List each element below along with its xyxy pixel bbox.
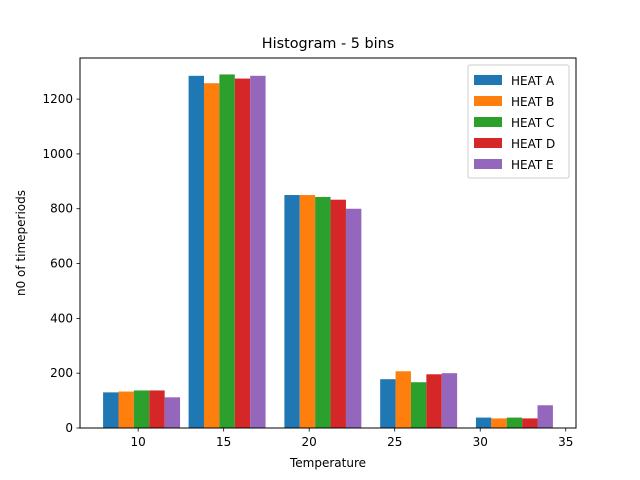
bar-heat-a-bin-3 [284,195,300,428]
bar-heat-b-bin-1 [118,391,134,428]
legend-label: HEAT D [511,137,555,151]
x-tick-label: 30 [473,435,488,449]
x-tick-label: 25 [387,435,402,449]
y-axis-label: n0 of timeperiods [14,190,28,296]
y-tick-label: 1200 [42,92,73,106]
legend-label: HEAT B [511,95,554,109]
x-axis-ticks: 10 15 20 25 30 35 [131,428,573,449]
bar-heat-a-bin-5 [475,417,492,428]
legend-label: HEAT E [511,158,554,172]
bar-heat-b-bin-5 [491,418,507,428]
chart-title: Histogram - 5 bins [262,36,394,52]
plot-frame [79,57,577,429]
x-tick-label: 20 [302,435,317,449]
legend-swatch [474,96,502,106]
y-tick-label: 0 [65,421,73,435]
bar-heat-e-bin-4 [441,373,458,428]
y-axis-ticks: 0 200 400 600 800 1000 1200 [42,92,80,435]
bars-group [103,74,553,429]
x-tick-label: 15 [216,435,231,449]
bar-heat-b-bin-2 [204,83,220,428]
bar-heat-a-bin-1 [103,392,119,428]
legend: HEAT A HEAT B HEAT C HEAT D HEAT E [467,64,570,179]
y-tick-label: 800 [50,202,73,216]
bar-heat-b-bin-3 [299,195,316,428]
bar-heat-d-bin-2 [234,78,251,429]
bar-heat-e-bin-3 [345,208,362,428]
legend-swatch [474,159,502,169]
legend-swatch [474,75,502,85]
legend-swatch [474,138,502,148]
legend-frame [467,64,570,179]
y-tick-label: 200 [50,366,73,380]
bar-heat-e-bin-5 [537,405,553,428]
legend-swatch [474,117,502,127]
bar-heat-d-bin-5 [522,418,538,428]
bar-heat-e-bin-2 [250,75,266,428]
bar-heat-a-bin-4 [380,379,396,428]
x-tick-label: 10 [131,435,146,449]
x-tick-label: 35 [558,435,573,449]
bar-heat-c-bin-5 [506,417,523,428]
bar-heat-c-bin-3 [315,196,331,428]
bar-heat-c-bin-4 [410,382,427,428]
y-tick-label: 600 [50,257,73,271]
bar-heat-d-bin-3 [330,199,346,428]
bar-heat-c-bin-1 [133,390,150,428]
bar-heat-e-bin-1 [164,397,181,428]
bar-heat-c-bin-2 [219,74,235,428]
y-tick-label: 1000 [42,147,73,161]
bar-heat-b-bin-4 [395,371,411,428]
legend-label: HEAT C [511,116,554,130]
y-tick-label: 400 [50,311,73,325]
bar-heat-d-bin-1 [149,390,165,428]
legend-label: HEAT A [511,74,555,88]
x-axis-label: Temperature [289,456,366,470]
bar-heat-a-bin-2 [188,75,204,428]
bar-heat-d-bin-4 [426,374,442,428]
